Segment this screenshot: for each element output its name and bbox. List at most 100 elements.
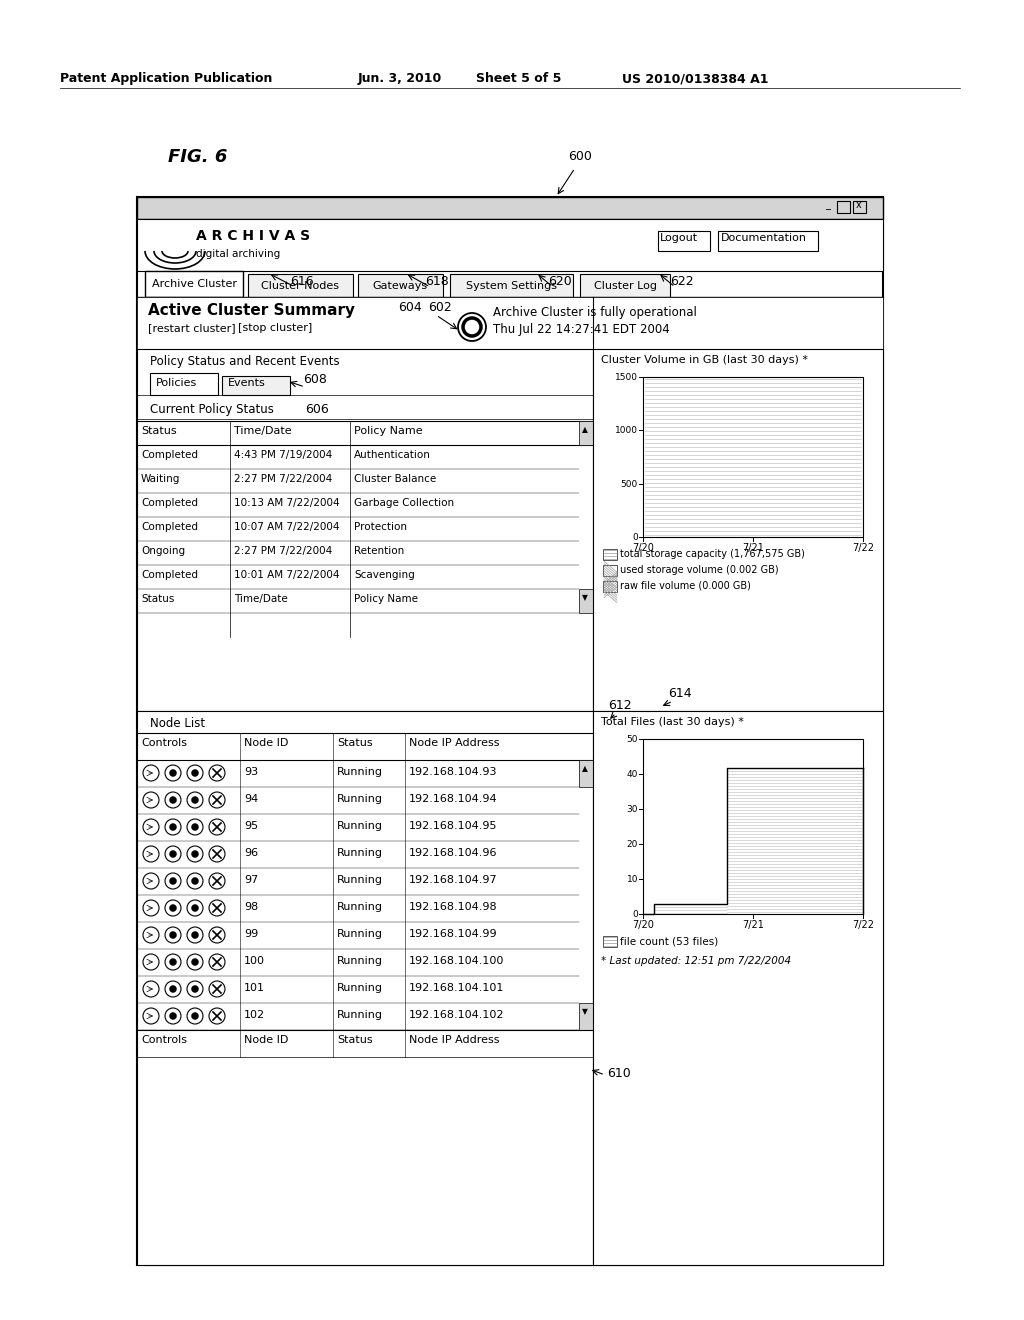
Text: ▲: ▲ — [582, 425, 588, 434]
Bar — [579, 1003, 593, 1030]
Text: Running: Running — [337, 929, 383, 939]
Text: 95: 95 — [244, 821, 258, 832]
Circle shape — [170, 986, 176, 993]
Bar — [603, 936, 617, 946]
Text: 97: 97 — [244, 875, 258, 884]
Circle shape — [191, 824, 199, 830]
Text: 102: 102 — [244, 1010, 265, 1020]
Bar — [837, 201, 850, 213]
Text: 192.168.104.95: 192.168.104.95 — [409, 821, 498, 832]
Bar — [603, 549, 617, 560]
Text: 192.168.104.94: 192.168.104.94 — [409, 795, 498, 804]
Text: 616: 616 — [290, 275, 313, 288]
Text: 600: 600 — [568, 150, 592, 162]
Text: x: x — [856, 201, 862, 210]
Text: Archive Cluster: Archive Cluster — [152, 279, 237, 289]
Text: 1000: 1000 — [615, 426, 638, 436]
Circle shape — [191, 878, 199, 884]
Circle shape — [191, 932, 199, 939]
Text: Total Files (last 30 days) *: Total Files (last 30 days) * — [601, 717, 743, 727]
Text: Active Cluster Summary: Active Cluster Summary — [148, 304, 355, 318]
Bar — [643, 378, 863, 537]
Bar — [853, 201, 866, 213]
Circle shape — [170, 958, 176, 965]
Text: 99: 99 — [244, 929, 258, 939]
Text: Current Policy Status: Current Policy Status — [150, 403, 273, 416]
Text: ▲: ▲ — [582, 764, 588, 774]
Text: Completed: Completed — [141, 450, 198, 459]
Text: 192.168.104.101: 192.168.104.101 — [409, 983, 505, 993]
Text: ▼: ▼ — [582, 1007, 588, 1016]
Circle shape — [191, 1012, 199, 1019]
Text: 101: 101 — [244, 983, 265, 993]
Text: 612: 612 — [608, 700, 632, 711]
Circle shape — [170, 878, 176, 884]
Text: 192.168.104.93: 192.168.104.93 — [409, 767, 498, 777]
Text: Protection: Protection — [354, 521, 407, 532]
Text: 30: 30 — [627, 805, 638, 814]
Text: _: _ — [825, 201, 829, 210]
Text: Policy Name: Policy Name — [354, 594, 418, 605]
Bar — [580, 275, 670, 297]
Text: Controls: Controls — [141, 738, 187, 748]
Text: US 2010/0138384 A1: US 2010/0138384 A1 — [622, 73, 768, 84]
Text: Documentation: Documentation — [721, 234, 807, 243]
Text: Sheet 5 of 5: Sheet 5 of 5 — [476, 73, 561, 84]
Circle shape — [191, 904, 199, 912]
Text: Status: Status — [141, 594, 174, 605]
Text: raw file volume (0.000 GB): raw file volume (0.000 GB) — [620, 581, 751, 591]
Text: Node IP Address: Node IP Address — [409, 738, 500, 748]
Bar — [145, 271, 243, 297]
Bar — [137, 297, 883, 348]
Text: Policies: Policies — [156, 378, 198, 388]
Text: Thu Jul 22 14:27:41 EDT 2004: Thu Jul 22 14:27:41 EDT 2004 — [493, 323, 670, 337]
Text: 7/21: 7/21 — [742, 543, 764, 553]
Text: Running: Running — [337, 902, 383, 912]
Bar — [579, 589, 593, 612]
Circle shape — [170, 796, 176, 804]
Text: Completed: Completed — [141, 498, 198, 508]
Bar — [222, 376, 290, 395]
Bar — [643, 739, 863, 913]
Text: file count (53 files): file count (53 files) — [620, 936, 718, 946]
Text: Running: Running — [337, 1010, 383, 1020]
Text: 7/20: 7/20 — [632, 920, 654, 931]
Text: 10: 10 — [627, 875, 638, 884]
Text: Status: Status — [337, 1035, 373, 1045]
Text: Cluster Log: Cluster Log — [594, 281, 656, 290]
Text: Patent Application Publication: Patent Application Publication — [60, 73, 272, 84]
Text: 7/20: 7/20 — [632, 543, 654, 553]
Text: Retention: Retention — [354, 546, 404, 556]
Text: 602: 602 — [428, 301, 452, 314]
Text: * Last updated: 12:51 pm 7/22/2004: * Last updated: 12:51 pm 7/22/2004 — [601, 956, 792, 966]
Text: 96: 96 — [244, 847, 258, 858]
Text: Jun. 3, 2010: Jun. 3, 2010 — [358, 73, 442, 84]
Text: Cluster Volume in GB (last 30 days) *: Cluster Volume in GB (last 30 days) * — [601, 355, 808, 366]
Text: Gateways: Gateways — [373, 281, 428, 290]
Text: 10:01 AM 7/22/2004: 10:01 AM 7/22/2004 — [234, 570, 340, 579]
Circle shape — [170, 770, 176, 776]
Circle shape — [191, 850, 199, 858]
Text: Running: Running — [337, 875, 383, 884]
Text: 7/22: 7/22 — [852, 543, 874, 553]
Text: Running: Running — [337, 767, 383, 777]
Text: 606: 606 — [305, 403, 329, 416]
Text: 608: 608 — [303, 374, 327, 385]
Text: 100: 100 — [244, 956, 265, 966]
Text: Time/Date: Time/Date — [234, 426, 292, 436]
Text: digital archiving: digital archiving — [196, 249, 281, 259]
Text: 618: 618 — [425, 275, 449, 288]
Text: Controls: Controls — [141, 1035, 187, 1045]
Circle shape — [191, 770, 199, 776]
Text: 500: 500 — [621, 479, 638, 488]
Text: Running: Running — [337, 795, 383, 804]
Text: Running: Running — [337, 821, 383, 832]
Bar — [450, 275, 573, 297]
Text: FIG. 6: FIG. 6 — [168, 148, 227, 166]
Bar — [593, 348, 883, 711]
Text: 0: 0 — [632, 533, 638, 543]
Bar — [718, 231, 818, 251]
Text: 94: 94 — [244, 795, 258, 804]
Text: Events: Events — [228, 378, 266, 388]
Text: Logout: Logout — [660, 234, 698, 243]
